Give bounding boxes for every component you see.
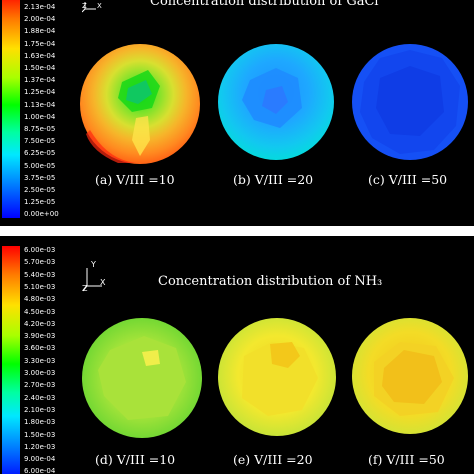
colorbar-tick-label: 1.75e-04 bbox=[24, 39, 56, 48]
colorbar-tick-label: 1.00e-04 bbox=[24, 112, 56, 121]
colorbar-tick-label: 6.00e-04 bbox=[24, 467, 56, 474]
plot-f-caption: (f) V/III =50 bbox=[368, 452, 445, 467]
colorbar-tick-label: 1.63e-04 bbox=[24, 51, 56, 60]
colorbar-tick-label: 1.50e-04 bbox=[24, 64, 56, 72]
colorbar-tick-label: 1.20e-03 bbox=[24, 442, 56, 451]
colorbar-tick-label: 5.10e-03 bbox=[24, 282, 56, 291]
plot-c-contour bbox=[352, 44, 468, 160]
colorbar-tick-label: 2.10e-03 bbox=[24, 405, 56, 414]
colorbar-tick-label: 7.50e-05 bbox=[24, 137, 56, 146]
colorbar-tick-label: 1.37e-04 bbox=[24, 76, 56, 85]
plot-e-contour bbox=[218, 318, 336, 436]
colorbar-tick-label: 3.75e-05 bbox=[24, 173, 56, 182]
nh3-axis-x-label: X bbox=[100, 278, 106, 287]
colorbar-tick-label: 4.50e-03 bbox=[24, 307, 56, 316]
colorbar-tick-label: 3.60e-03 bbox=[24, 344, 56, 353]
nh3-axis-triad bbox=[82, 268, 102, 292]
plot-a-contour bbox=[80, 44, 200, 164]
colorbar-tick-label: 3.30e-03 bbox=[24, 356, 56, 365]
colorbar-tick-label: 1.25e-04 bbox=[24, 88, 56, 97]
colorbar-tick-label: 8.75e-05 bbox=[24, 125, 56, 133]
plot-f-contour bbox=[352, 318, 468, 434]
colorbar-tick-label: 0.00e+00 bbox=[24, 210, 59, 219]
nh3-colorbar bbox=[2, 246, 20, 474]
colorbar-tick-label: 6.00e-03 bbox=[24, 246, 56, 254]
colorbar-tick-label: 4.80e-03 bbox=[24, 295, 56, 304]
colorbar-tick-label: 5.40e-03 bbox=[24, 270, 56, 279]
colorbar-tick-label: 5.00e-05 bbox=[24, 161, 56, 170]
plot-d-contour bbox=[82, 318, 202, 438]
plot-d-caption: (d) V/III =10 bbox=[95, 452, 176, 467]
colorbar-tick-label: 1.80e-03 bbox=[24, 418, 56, 427]
gacl-axis-z-label: Z bbox=[82, 2, 87, 10]
plot-b-contour bbox=[218, 44, 334, 160]
colorbar-tick-label: 9.00e-04 bbox=[24, 455, 56, 464]
colorbar-tick-label: 1.13e-04 bbox=[24, 100, 56, 109]
colorbar-tick-label: 2.70e-03 bbox=[24, 381, 56, 390]
nh3-axis-y-label: Y bbox=[91, 260, 96, 269]
plot-a-caption: (a) V/III =10 bbox=[95, 172, 175, 187]
colorbar-tick-label: 2.50e-05 bbox=[24, 186, 56, 194]
plot-c-caption: (c) V/III =50 bbox=[368, 172, 448, 187]
nh3-panel: 6.00e-03 5.70e-03 5.40e-03 5.10e-03 4.80e-03… bbox=[0, 236, 474, 474]
colorbar-tick-label: 2.40e-03 bbox=[24, 393, 56, 402]
colorbar-tick-label: 3.90e-03 bbox=[24, 332, 56, 341]
colorbar-tick-label: 4.20e-03 bbox=[24, 319, 56, 328]
gacl-axis-x-label: X bbox=[97, 2, 102, 10]
nh3-title: Concentration distribution of NH₃ bbox=[158, 274, 383, 289]
colorbar-tick-label: 2.00e-04 bbox=[24, 15, 56, 24]
plot-e-caption: (e) V/III =20 bbox=[233, 452, 313, 467]
gacl-title: Concentration distribution of GaCl bbox=[150, 0, 379, 9]
gacl-panel: 2.13e-04 2.00e-04 1.88e-04 1.75e-04 1.63e-04… bbox=[0, 0, 474, 226]
colorbar-tick-label: 1.88e-04 bbox=[24, 27, 56, 36]
colorbar-tick-label: 2.13e-04 bbox=[24, 3, 56, 11]
plot-b-caption: (b) V/III =20 bbox=[233, 172, 314, 187]
nh3-axis-z-label: Z bbox=[82, 284, 88, 293]
colorbar-tick-label: 3.00e-03 bbox=[24, 369, 56, 377]
gacl-axis-triad bbox=[82, 2, 96, 13]
colorbar-tick-label: 1.50e-03 bbox=[24, 430, 56, 439]
colorbar-tick-label: 5.70e-03 bbox=[24, 258, 56, 267]
colorbar-tick-label: 6.25e-05 bbox=[24, 149, 56, 158]
gacl-colorbar bbox=[2, 0, 20, 218]
colorbar-tick-label: 1.25e-05 bbox=[24, 198, 56, 207]
